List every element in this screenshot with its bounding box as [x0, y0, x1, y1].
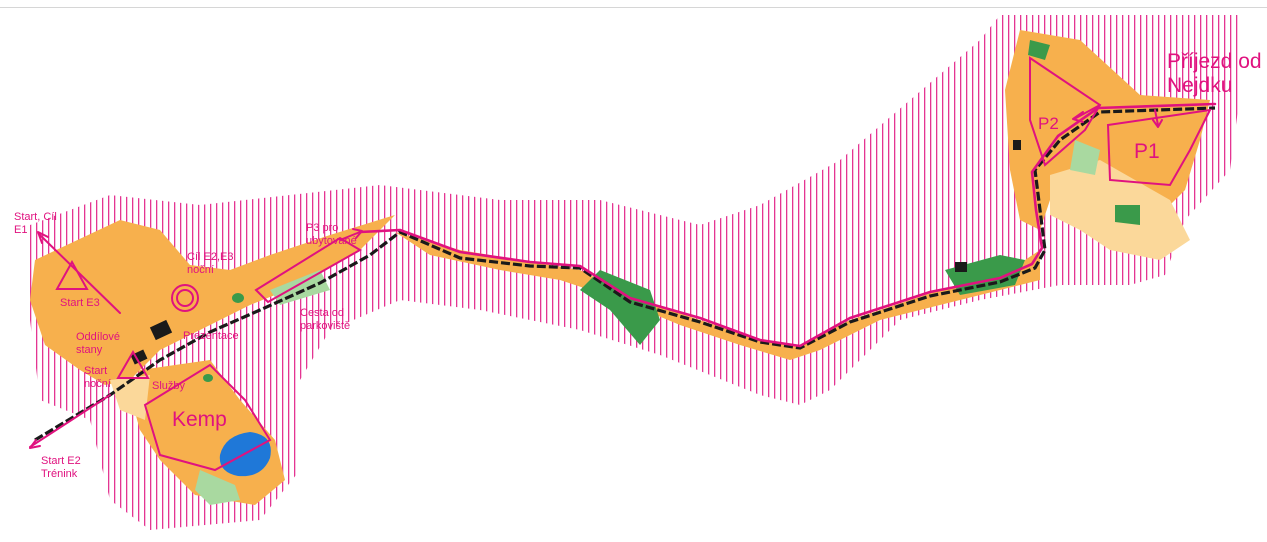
label-cil-e2-e3: Cíl E2,E3 noční — [187, 251, 234, 276]
restricted-area-hatching — [30, 15, 1240, 530]
label-oddilove-stany: Oddílové stany — [76, 331, 121, 356]
label-kemp: Kemp — [172, 408, 227, 431]
course-symbols — [55, 259, 199, 379]
kemp-area — [143, 363, 272, 472]
start-e3-triangle — [55, 259, 89, 290]
label-p3-ubytovane: P3 pro ubytované — [306, 222, 357, 247]
label-prijezd-od-nejdku: Příjezd od Nejdku — [1167, 50, 1262, 98]
label-prezentace: Prezentace — [183, 330, 239, 342]
label-cesta-od-parkoviste: Cesta od parkoviště — [300, 307, 351, 332]
label-start-cil-e1: Start, Cíl E1 — [14, 211, 57, 236]
label-start-nocni: Start noční — [84, 365, 111, 390]
road — [34, 106, 1216, 442]
top-divider — [0, 7, 1267, 8]
start-nocni-triangle — [116, 349, 150, 379]
parking-p3 — [254, 236, 362, 304]
finish-circle-outer — [171, 284, 199, 312]
course-route — [29, 102, 1217, 449]
buildings — [130, 140, 1021, 365]
label-start-e3: Start E3 — [60, 297, 100, 309]
label-p1: P1 — [1134, 140, 1160, 163]
terrain-layer — [30, 30, 1210, 505]
label-start-e2-trenink: Start E2 Trénink — [41, 455, 81, 480]
label-p2: P2 — [1038, 114, 1059, 133]
label-sluzby: Služby — [152, 380, 186, 392]
parking-p2 — [1029, 56, 1102, 167]
parking-areas — [143, 56, 1212, 472]
finish-circle-inner — [176, 289, 194, 307]
parking-p1 — [1106, 108, 1212, 187]
